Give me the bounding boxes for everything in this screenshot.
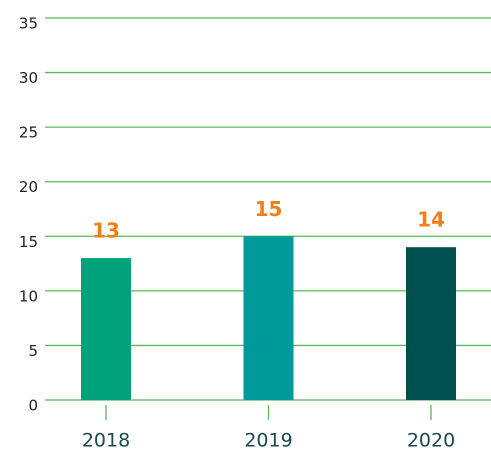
x-tick-label: 2019 bbox=[244, 430, 292, 452]
y-tick-label: 25 bbox=[19, 124, 38, 142]
y-tick-label: 30 bbox=[19, 69, 38, 87]
x-tick-label: 2018 bbox=[82, 430, 130, 452]
bar bbox=[81, 258, 131, 400]
bar bbox=[243, 236, 294, 400]
y-tick-label: 5 bbox=[28, 342, 38, 360]
y-tick-label: 10 bbox=[19, 287, 38, 305]
y-tick-label: 15 bbox=[19, 233, 38, 251]
y-tick-label: 0 bbox=[28, 397, 38, 415]
x-tick-label: 2020 bbox=[407, 430, 455, 452]
value-label: 15 bbox=[255, 197, 283, 221]
y-tick-label: 20 bbox=[19, 178, 38, 196]
y-tick-label: 35 bbox=[19, 15, 38, 33]
value-label: 13 bbox=[92, 219, 120, 243]
value-label: 14 bbox=[417, 208, 445, 232]
bar bbox=[406, 247, 456, 400]
